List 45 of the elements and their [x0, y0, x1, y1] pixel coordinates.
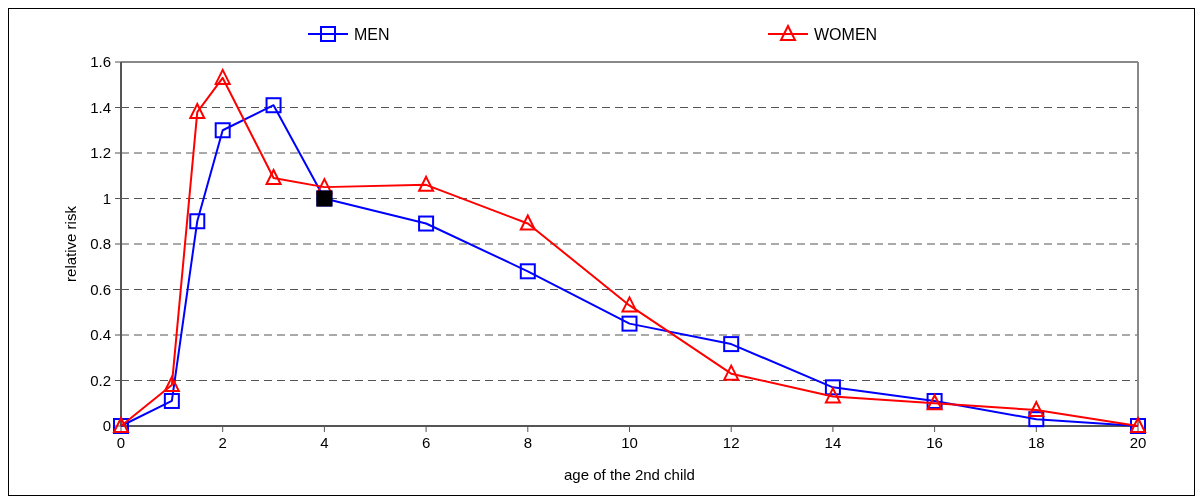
legend-label: MEN [354, 26, 390, 43]
y-axis-title: relative risk [62, 205, 79, 282]
y-tick-label: 1 [102, 189, 111, 207]
y-tick-label: 0.6 [90, 280, 111, 298]
point [1028, 401, 1045, 418]
point [723, 336, 740, 353]
x-tick-label: 0 [116, 434, 126, 451]
point [824, 387, 841, 404]
x-tick-label: 2 [218, 434, 227, 451]
point [316, 178, 333, 195]
point [265, 169, 282, 186]
legend-label: WOMEN [814, 26, 878, 43]
y-tick-label: 0.2 [90, 371, 111, 389]
y-tick-label: 1.4 [90, 98, 111, 116]
x-tick-label: 20 [1129, 434, 1147, 451]
y-tick-label: 0.4 [90, 326, 111, 343]
x-axis-title: age of the 2nd child [564, 466, 695, 483]
point [265, 97, 282, 114]
point [189, 213, 206, 230]
x-tick-label: 16 [926, 434, 943, 451]
y-tick-label: 1.2 [90, 144, 111, 161]
point [163, 376, 180, 393]
x-tick-label: 10 [621, 434, 638, 451]
x-tick-label: 18 [1027, 434, 1045, 451]
point [519, 214, 536, 231]
point [418, 175, 435, 192]
y-tick-label: 0 [102, 417, 111, 434]
point [163, 392, 180, 409]
point [214, 68, 231, 85]
point [214, 122, 231, 139]
point [621, 296, 638, 313]
y-tick-label: 1.6 [90, 53, 111, 70]
x-tick-label: 8 [523, 434, 532, 451]
point [621, 315, 638, 332]
point [189, 103, 206, 120]
x-tick-label: 14 [824, 434, 842, 451]
point [1028, 411, 1045, 428]
x-tick-label: 4 [320, 434, 329, 451]
x-tick-label: 12 [722, 434, 740, 451]
point [824, 379, 841, 396]
point [418, 215, 435, 232]
point [519, 263, 536, 280]
point [723, 364, 740, 381]
y-tick-label: 0.8 [90, 235, 111, 252]
x-tick-label: 6 [421, 434, 431, 451]
